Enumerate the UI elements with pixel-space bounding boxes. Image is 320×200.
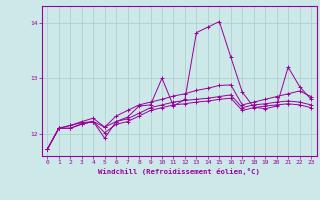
X-axis label: Windchill (Refroidissement éolien,°C): Windchill (Refroidissement éolien,°C): [98, 168, 260, 175]
